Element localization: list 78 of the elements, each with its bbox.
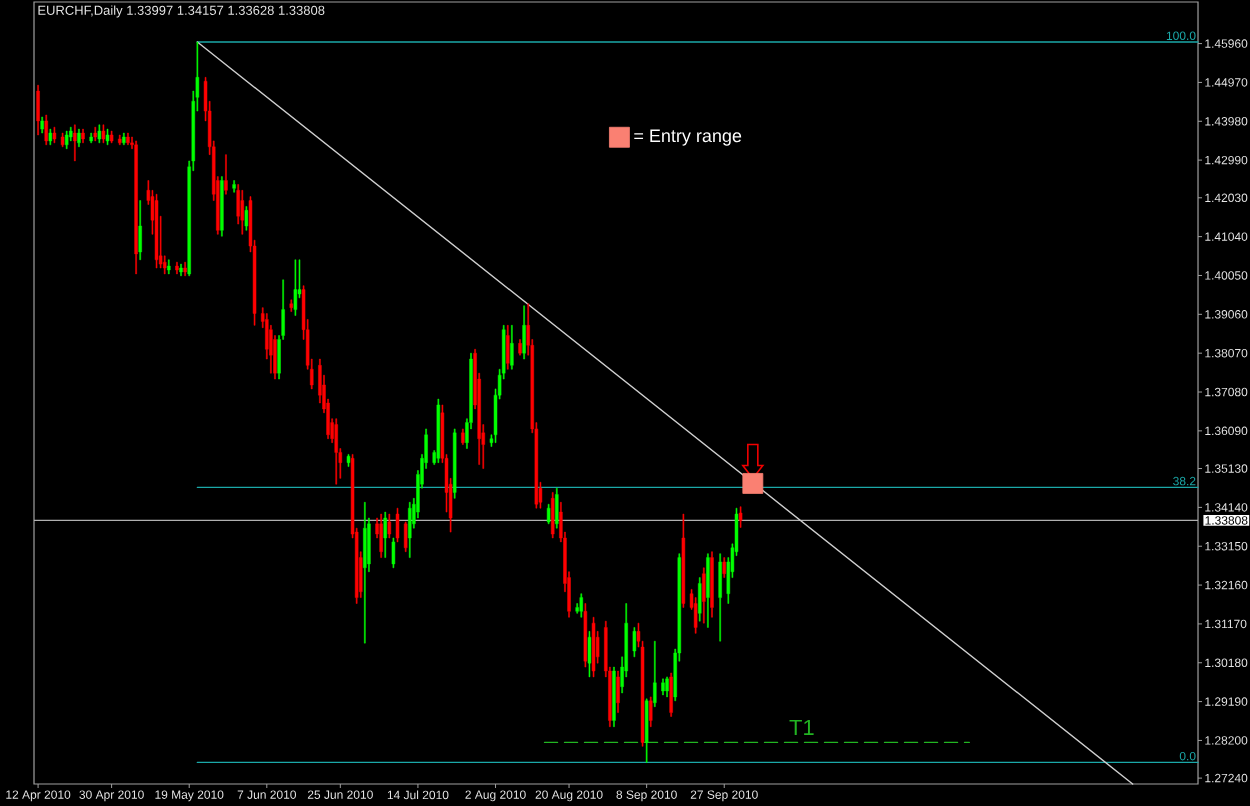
candlestick <box>334 418 338 485</box>
candlestick <box>183 261 187 277</box>
candlestick <box>293 259 298 316</box>
candlestick <box>616 670 620 713</box>
candlestick <box>289 299 294 312</box>
candlestick <box>232 180 236 193</box>
candlestick <box>644 698 649 763</box>
candlestick <box>706 553 710 628</box>
candlestick <box>436 398 441 463</box>
candlestick <box>681 513 686 608</box>
candlestick <box>693 597 698 634</box>
candlestick <box>138 200 142 261</box>
candlestick <box>60 132 65 148</box>
candlestick <box>395 507 400 543</box>
legend-label: = Entry range <box>634 129 742 146</box>
candlestick <box>579 593 584 618</box>
candlestick <box>81 128 85 144</box>
candlestick <box>363 502 367 644</box>
annotation: T1 <box>789 719 814 736</box>
candlestick <box>718 553 722 642</box>
candlestick <box>391 537 396 569</box>
candlestick <box>224 154 228 195</box>
candlestick <box>69 126 73 142</box>
candlestick <box>97 124 102 144</box>
candlestick <box>154 194 159 269</box>
candlestick <box>550 492 555 539</box>
candlestick <box>387 513 392 539</box>
candlestick <box>73 124 77 162</box>
candlestick <box>101 124 106 144</box>
candlestick <box>40 116 44 134</box>
candlestick <box>77 128 81 148</box>
candlestick <box>122 132 126 146</box>
candlestick <box>738 506 743 528</box>
candlestick <box>64 130 69 149</box>
candlestick <box>134 140 138 275</box>
candlestick <box>403 521 408 552</box>
candlestick <box>220 176 224 237</box>
candlestick <box>179 263 183 277</box>
candlestick <box>408 502 412 558</box>
candlestick <box>665 676 669 698</box>
candlestick <box>36 84 40 136</box>
candlestick <box>167 259 171 275</box>
candlestick <box>722 557 726 578</box>
candlestick <box>710 551 714 618</box>
candlestick <box>661 678 665 696</box>
candlestick <box>698 577 702 622</box>
candlestick <box>126 132 130 146</box>
candlestick <box>546 503 551 525</box>
candlestick <box>240 190 245 235</box>
candlestick <box>346 454 351 467</box>
candlestick <box>452 428 457 499</box>
candlestick <box>109 130 114 144</box>
candlestick <box>461 428 465 445</box>
candlestick <box>649 696 653 727</box>
candlestick <box>702 567 706 624</box>
candlestick <box>669 672 673 717</box>
candlestick <box>93 126 97 142</box>
candlestick <box>518 339 522 356</box>
candlestick <box>506 325 510 370</box>
candlestick <box>383 511 387 558</box>
candlestick <box>583 603 588 668</box>
candlestick <box>612 666 616 727</box>
candlestick <box>105 128 110 146</box>
candlestick <box>89 132 93 144</box>
candlestick <box>175 261 179 275</box>
candlestick <box>591 616 596 678</box>
candlestick <box>379 513 383 558</box>
candlestick <box>118 134 122 146</box>
candlestick <box>632 627 637 658</box>
candlestick <box>52 126 57 144</box>
candlestick <box>48 128 53 146</box>
candlestick <box>587 631 592 678</box>
candlestick <box>244 206 249 231</box>
candlestick <box>510 325 514 370</box>
candlestick <box>522 305 526 360</box>
candlestick <box>555 487 559 529</box>
candlestick <box>653 640 657 707</box>
candlestick <box>44 114 48 146</box>
